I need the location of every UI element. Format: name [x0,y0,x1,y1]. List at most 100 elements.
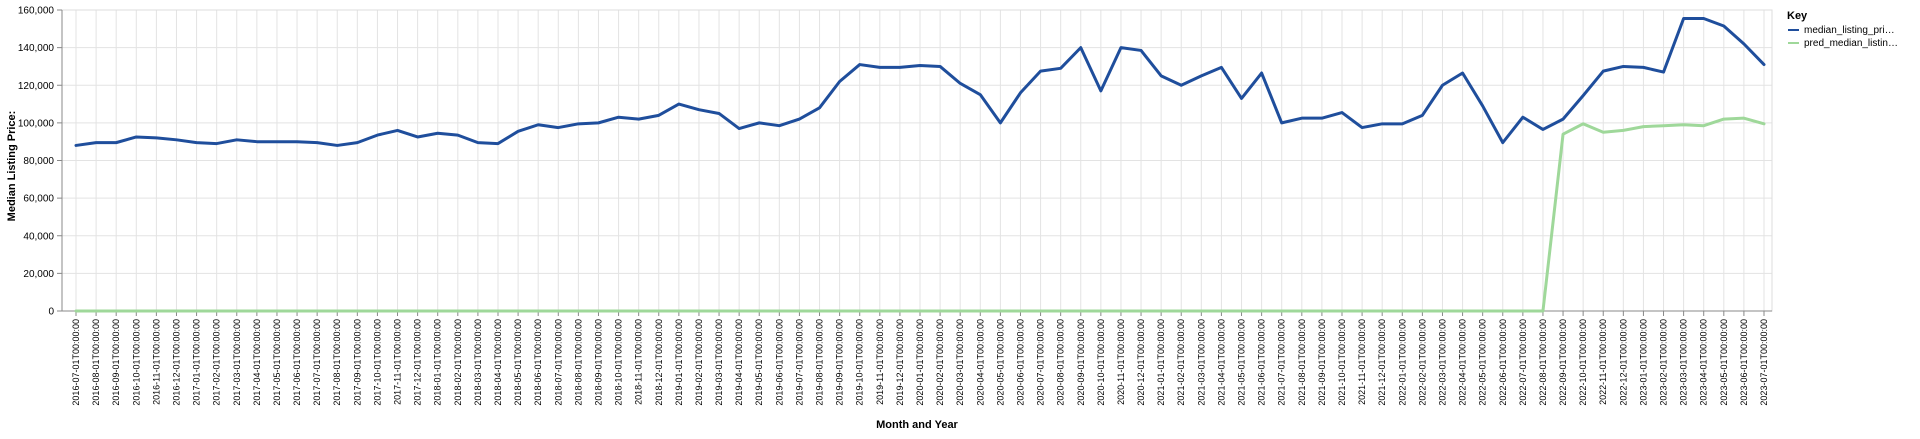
legend[interactable]: Key median_listing_pri… pred_median_listi… [1787,10,1898,49]
x-tick-label: 2019-03-01T00:00:00 [714,319,724,406]
x-tick-label: 2019-09-01T00:00:00 [835,319,845,406]
legend-title: Key [1787,10,1808,22]
x-tick-label: 2019-11-01T00:00:00 [875,319,885,405]
x-tick-label: 2017-11-01T00:00:00 [393,319,403,405]
x-tick-label: 2016-12-01T00:00:00 [171,319,181,406]
x-tick-label: 2017-06-01T00:00:00 [292,319,302,406]
x-tick-label: 2021-09-01T00:00:00 [1317,319,1327,406]
y-tick-label: 120,000 [18,81,55,92]
y-tick-label: 160,000 [18,6,55,17]
x-tick-label: 2017-07-01T00:00:00 [312,319,322,406]
x-tick-label: 2020-11-01T00:00:00 [1116,319,1126,405]
x-tick-label: 2021-08-01T00:00:00 [1297,319,1307,406]
x-tick-label: 2019-01-01T00:00:00 [674,319,684,406]
x-tick-label: 2022-07-01T00:00:00 [1518,319,1528,406]
x-tick-label: 2016-07-01T00:00:00 [71,319,81,406]
x-tick-label: 2023-02-01T00:00:00 [1659,319,1669,406]
y-tick-label: 0 [48,307,54,318]
x-tick-label: 2023-04-01T00:00:00 [1699,319,1709,406]
x-tick-label: 2018-09-01T00:00:00 [593,319,603,406]
x-tick-label: 2019-05-01T00:00:00 [754,319,764,406]
x-tick-label: 2018-02-01T00:00:00 [453,319,463,406]
y-tick-label: 20,000 [23,269,54,280]
x-tick-label: 2022-06-01T00:00:00 [1498,319,1508,406]
x-tick-label: 2018-04-01T00:00:00 [493,319,503,406]
x-tick-label: 2019-10-01T00:00:00 [855,319,865,406]
x-tick-label: 2021-12-01T00:00:00 [1377,319,1387,406]
x-tick-label: 2017-05-01T00:00:00 [272,319,282,406]
y-tick-label: 140,000 [18,43,55,54]
x-tick-label: 2016-09-01T00:00:00 [111,319,121,406]
x-tick-label: 2019-07-01T00:00:00 [794,319,804,406]
x-tick-label: 2018-01-01T00:00:00 [433,319,443,406]
legend-label-1[interactable]: pred_median_listin… [1804,38,1898,49]
x-tick-label: 2016-11-01T00:00:00 [151,319,161,405]
x-tick-label: 2023-01-01T00:00:00 [1638,319,1648,406]
x-tick-label: 2020-02-01T00:00:00 [935,319,945,406]
x-tick-label: 2021-04-01T00:00:00 [1216,319,1226,406]
x-tick-label: 2020-06-01T00:00:00 [1015,319,1025,406]
x-tick-label: 2016-08-01T00:00:00 [91,319,101,406]
series-line-1[interactable] [74,116,1766,313]
x-tick-label: 2023-06-01T00:00:00 [1739,319,1749,406]
x-tick-label: 2022-09-01T00:00:00 [1558,319,1568,406]
x-tick-label: 2022-02-01T00:00:00 [1417,319,1427,406]
x-tick-label: 2017-04-01T00:00:00 [252,319,262,406]
y-tick-label: 40,000 [23,231,54,242]
x-tick-label: 2022-04-01T00:00:00 [1458,319,1468,406]
x-tick-label: 2020-10-01T00:00:00 [1096,319,1106,406]
x-tick-label: 2018-05-01T00:00:00 [513,319,523,406]
x-tick-label: 2020-03-01T00:00:00 [955,319,965,406]
x-tick-label: 2020-04-01T00:00:00 [975,319,985,406]
y-axis-title: Median Listing Price: [6,111,18,222]
x-tick-label: 2021-11-01T00:00:00 [1357,319,1367,405]
x-tick-label: 2018-12-01T00:00:00 [654,319,664,406]
y-tick-label: 80,000 [23,156,54,167]
x-tick-label: 2018-11-01T00:00:00 [634,319,644,405]
x-tick-label: 2019-12-01T00:00:00 [895,319,905,406]
x-tick-labels: 2016-07-01T00:00:00 2016-08-01T00:00:00 20… [71,311,1769,406]
x-tick-label: 2017-03-01T00:00:00 [232,319,242,406]
x-tick-label: 2021-03-01T00:00:00 [1196,319,1206,406]
y-tick-label: 100,000 [18,118,55,129]
x-tick-label: 2021-07-01T00:00:00 [1277,319,1287,406]
x-tick-label: 2020-12-01T00:00:00 [1136,319,1146,406]
x-tick-label: 2023-07-01T00:00:00 [1759,319,1769,406]
series-lines [74,16,1766,313]
x-tick-label: 2020-08-01T00:00:00 [1056,319,1066,406]
x-tick-label: 2022-12-01T00:00:00 [1618,319,1628,406]
x-tick-label: 2022-10-01T00:00:00 [1578,319,1588,406]
x-tick-label: 2022-03-01T00:00:00 [1437,319,1447,406]
legend-label-0[interactable]: median_listing_pri… [1804,25,1895,36]
x-tick-label: 2021-01-01T00:00:00 [1156,319,1166,406]
x-tick-label: 2018-06-01T00:00:00 [533,319,543,406]
x-tick-label: 2021-10-01T00:00:00 [1337,319,1347,406]
y-tick-label: 60,000 [23,194,54,205]
x-tick-label: 2018-08-01T00:00:00 [573,319,583,406]
legend-items: median_listing_pri… pred_median_listin… [1788,25,1898,49]
x-tick-label: 2017-01-01T00:00:00 [192,319,202,406]
x-tick-label: 2020-09-01T00:00:00 [1076,319,1086,406]
x-tick-label: 2017-12-01T00:00:00 [413,319,423,406]
x-tick-label: 2017-02-01T00:00:00 [212,319,222,406]
x-tick-label: 2019-08-01T00:00:00 [815,319,825,406]
x-tick-label: 2017-10-01T00:00:00 [372,319,382,406]
series-line-0[interactable] [74,16,1766,147]
x-tick-label: 2016-10-01T00:00:00 [131,319,141,406]
x-tick-label: 2019-06-01T00:00:00 [774,319,784,406]
x-tick-label: 2017-09-01T00:00:00 [352,319,362,406]
x-tick-label: 2020-01-01T00:00:00 [915,319,925,406]
x-tick-label: 2018-03-01T00:00:00 [473,319,483,406]
gridlines [62,9,1772,312]
x-tick-label: 2020-05-01T00:00:00 [995,319,1005,406]
x-tick-label: 2022-01-01T00:00:00 [1397,319,1407,406]
x-tick-label: 2022-05-01T00:00:00 [1478,319,1488,406]
x-tick-label: 2022-08-01T00:00:00 [1538,319,1548,406]
x-tick-label: 2020-07-01T00:00:00 [1036,319,1046,406]
x-tick-label: 2021-02-01T00:00:00 [1176,319,1186,406]
x-tick-label: 2022-11-01T00:00:00 [1598,319,1608,405]
x-tick-label: 2019-02-01T00:00:00 [694,319,704,406]
x-tick-label: 2021-05-01T00:00:00 [1237,319,1247,406]
